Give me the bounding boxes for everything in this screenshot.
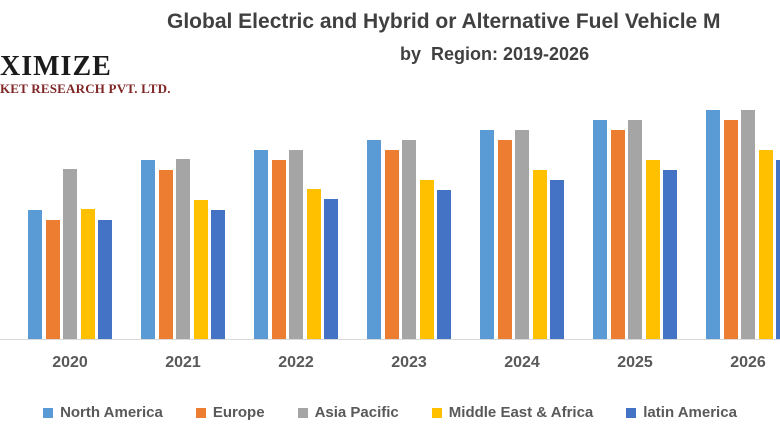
legend-swatch-latin-america xyxy=(626,407,637,418)
bar-europe-2022 xyxy=(272,160,286,339)
bar-north-america-2020 xyxy=(28,210,42,339)
legend-item-europe: Europe xyxy=(195,404,265,421)
x-axis-label-2022: 2022 xyxy=(278,354,314,371)
x-axis-label-2024: 2024 xyxy=(504,354,540,371)
bar-europe-2025 xyxy=(611,130,625,339)
x-axis-label-2025: 2025 xyxy=(617,354,653,371)
chart-subtitle: by Region: 2019-2026 xyxy=(400,44,590,64)
legend-label-europe: Europe xyxy=(212,404,265,421)
bar-north-america-2022 xyxy=(254,150,268,339)
x-axis-labels: 2020 2021 2022 2023 2024 2025 2026 xyxy=(0,354,780,378)
bar-middle-east-africa-2022 xyxy=(307,189,321,339)
bar-north-america-2026 xyxy=(706,110,720,339)
bar-latin-america-2021 xyxy=(211,210,225,339)
x-axis-label-2020: 2020 xyxy=(52,354,88,371)
bar-middle-east-africa-2026 xyxy=(759,150,773,339)
legend-item-asia-pacific: Asia Pacific xyxy=(297,404,399,421)
bar-europe-2024 xyxy=(498,140,512,339)
bar-europe-2020 xyxy=(46,220,60,339)
bar-asia-pacific-2020 xyxy=(63,169,77,339)
x-axis-label-2023: 2023 xyxy=(391,354,427,371)
bar-latin-america-2020 xyxy=(98,220,112,339)
bar-europe-2023 xyxy=(385,150,399,339)
legend-swatch-europe xyxy=(195,407,206,418)
bar-north-america-2025 xyxy=(593,120,607,339)
legend-swatch-north-america xyxy=(43,407,54,418)
bar-asia-pacific-2024 xyxy=(515,130,529,339)
x-axis-label-2021: 2021 xyxy=(165,354,201,371)
legend-label-asia-pacific: Asia Pacific xyxy=(314,404,399,421)
logo-text-line1: XIMIZE xyxy=(0,51,112,82)
bar-north-america-2024 xyxy=(480,130,494,339)
legend-item-latin-america: latin America xyxy=(626,404,737,421)
bar-latin-america-2022 xyxy=(324,199,338,339)
bar-europe-2026 xyxy=(724,120,738,339)
bar-asia-pacific-2026 xyxy=(741,110,755,339)
bar-north-america-2023 xyxy=(367,140,381,339)
bar-latin-america-2023 xyxy=(437,190,451,339)
logo-text-line2: KET RESEARCH PVT. LTD. xyxy=(0,81,171,97)
bar-latin-america-2024 xyxy=(550,180,564,339)
x-axis-line xyxy=(0,339,780,340)
bar-asia-pacific-2025 xyxy=(628,120,642,339)
x-axis-label-2026: 2026 xyxy=(730,354,766,371)
bar-asia-pacific-2023 xyxy=(402,140,416,339)
bar-middle-east-africa-2020 xyxy=(81,209,95,339)
bar-latin-america-2026 xyxy=(776,160,780,339)
chart-title: Global Electric and Hybrid or Alternativ… xyxy=(167,10,721,33)
legend-label-north-america: North America xyxy=(60,404,163,421)
legend-label-latin-america: latin America xyxy=(643,404,737,421)
plot-area xyxy=(0,95,780,339)
bar-middle-east-africa-2023 xyxy=(420,180,434,339)
bar-asia-pacific-2021 xyxy=(176,159,190,339)
bar-latin-america-2025 xyxy=(663,170,677,339)
bar-north-america-2021 xyxy=(141,160,155,339)
bar-europe-2021 xyxy=(159,170,173,339)
maximize-market-research-logo: XIMIZE KET RESEARCH PVT. LTD. xyxy=(0,52,171,96)
bar-asia-pacific-2022 xyxy=(289,150,303,339)
bar-middle-east-africa-2025 xyxy=(646,160,660,339)
legend-item-middle-east-africa: Middle East & Africa xyxy=(431,404,594,421)
bar-middle-east-africa-2024 xyxy=(533,170,547,339)
legend: North America Europe Asia Pacific Middle Ea… xyxy=(0,404,780,421)
legend-swatch-middle-east-africa xyxy=(431,407,442,418)
legend-swatch-asia-pacific xyxy=(297,407,308,418)
legend-item-north-america: North America xyxy=(43,404,163,421)
legend-label-middle-east-africa: Middle East & Africa xyxy=(448,404,594,421)
bar-middle-east-africa-2021 xyxy=(194,200,208,339)
